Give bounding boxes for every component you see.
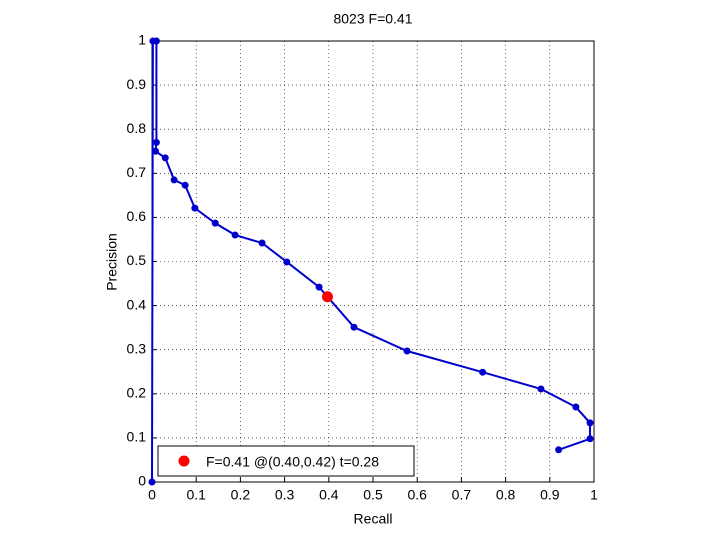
data-point <box>283 258 291 266</box>
data-point <box>586 435 594 443</box>
y-tick-label: 0 <box>138 473 146 489</box>
data-point <box>231 231 239 239</box>
data-point <box>537 385 545 393</box>
data-point <box>191 204 199 212</box>
x-tick-label: 0.2 <box>231 487 251 503</box>
data-point <box>403 347 411 355</box>
data-point <box>211 219 219 227</box>
data-point <box>555 446 563 454</box>
data-point <box>148 478 156 486</box>
data-point <box>181 181 189 189</box>
y-tick-label: 0.6 <box>127 208 147 224</box>
data-point <box>258 239 266 247</box>
x-tick-label: 0.9 <box>540 487 560 503</box>
x-tick-label: 0.4 <box>319 487 339 503</box>
data-point <box>479 368 487 376</box>
highlight-point <box>321 291 333 303</box>
x-tick-label: 0.5 <box>363 487 383 503</box>
legend-marker <box>178 455 190 467</box>
legend-box <box>157 445 415 477</box>
data-point <box>315 283 323 291</box>
y-tick-label: 0.5 <box>127 252 147 268</box>
x-tick-label: 0.8 <box>496 487 516 503</box>
data-point <box>572 403 580 411</box>
y-tick-label: 0.2 <box>127 385 147 401</box>
x-tick-label: 0.7 <box>452 487 472 503</box>
data-point <box>152 147 160 155</box>
data-point <box>350 323 358 331</box>
chart-title: 8023 F=0.41 <box>333 11 412 27</box>
y-tick-label: 0.4 <box>127 296 147 312</box>
data-point <box>586 419 594 427</box>
data-point <box>170 176 178 184</box>
y-tick-label: 0.8 <box>127 120 147 136</box>
series-line <box>151 40 592 483</box>
x-tick-label: 1 <box>590 487 598 503</box>
x-axis-label: Recall <box>354 511 393 527</box>
x-tick-label: 0 <box>148 487 156 503</box>
y-tick-label: 0.3 <box>127 340 147 356</box>
y-tick-label: 0.1 <box>127 429 147 445</box>
x-tick-label: 0.1 <box>186 487 206 503</box>
y-tick-label: 0.7 <box>127 164 147 180</box>
x-tick-label: 0.3 <box>275 487 295 503</box>
data-point <box>149 37 157 45</box>
legend-label: F=0.41 @(0.40,0.42) t=0.28 <box>206 454 379 470</box>
x-tick-label: 0.6 <box>407 487 427 503</box>
data-point <box>161 154 169 162</box>
y-tick-label: 1 <box>138 32 146 48</box>
data-point <box>152 138 160 146</box>
y-axis-label: Precision <box>104 233 120 291</box>
y-tick-label: 0.9 <box>127 76 147 92</box>
